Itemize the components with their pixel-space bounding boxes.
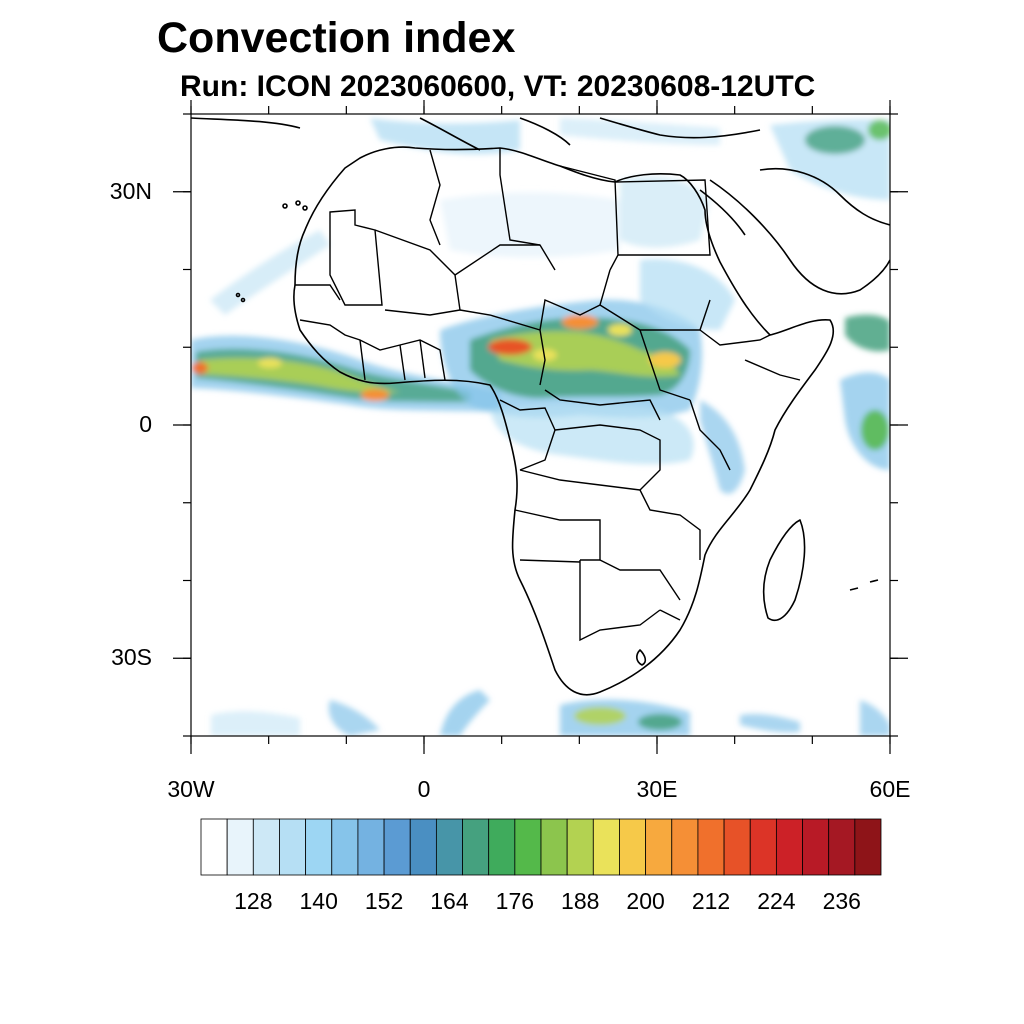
colorbar-swatch xyxy=(671,818,699,876)
colorbar-swatch xyxy=(828,818,856,876)
lat-tick-label: 0 xyxy=(139,411,152,437)
colorbar-swatch xyxy=(357,818,385,876)
colorbar-swatch xyxy=(279,818,307,876)
colorbar-swatch xyxy=(592,818,620,876)
colorbar-tick-label: 140 xyxy=(299,888,338,914)
country-borders xyxy=(295,148,801,642)
colorbar-swatch xyxy=(749,818,777,876)
lat-tick-label: 30S xyxy=(111,644,152,671)
colorbar-swatch xyxy=(802,818,830,876)
colorbar-swatch xyxy=(566,818,594,876)
colorbar-swatch xyxy=(723,818,751,876)
colorbar-swatch xyxy=(200,818,228,876)
colorbar-tick-label: 128 xyxy=(234,888,273,914)
colorbar-tick-label: 212 xyxy=(691,888,731,914)
colorbar-swatch xyxy=(854,818,882,876)
colorbar-swatch xyxy=(619,818,647,876)
colorbar-tick-label: 188 xyxy=(561,888,600,914)
colorbar-swatch xyxy=(697,818,725,876)
colorbar-swatch xyxy=(540,818,568,876)
colorbar-swatch xyxy=(252,818,280,876)
lon-tick-label: 60E xyxy=(869,776,911,802)
colorbar-swatch xyxy=(435,818,463,876)
colorbar-swatch xyxy=(383,818,411,876)
colorbar-tick-label: 200 xyxy=(626,888,665,914)
convection-field xyxy=(191,118,890,736)
colorbar-swatch xyxy=(305,818,333,876)
colorbar-swatch xyxy=(226,818,254,876)
chart-subtitle: Run: ICON 2023060600, VT: 20230608-12UTC xyxy=(180,70,816,103)
colorbar-swatch xyxy=(409,818,437,876)
colorbar-swatch xyxy=(514,818,542,876)
colorbar-tick-label: 224 xyxy=(757,888,796,914)
colorbar-tick-label: 164 xyxy=(430,888,469,914)
lon-tick-label: 30W xyxy=(167,776,215,802)
lon-tick-label: 30E xyxy=(636,776,678,802)
colorbar xyxy=(200,818,882,876)
colorbar-tick-label: 236 xyxy=(822,888,861,914)
colorbar-swatch xyxy=(331,818,359,876)
colorbar-swatch xyxy=(488,818,516,876)
lon-tick-label: 0 xyxy=(417,776,431,802)
colorbar-tick-label: 152 xyxy=(364,888,404,914)
colorbar-tick-label: 176 xyxy=(495,888,535,914)
coastlines xyxy=(191,117,890,696)
colorbar-swatch xyxy=(775,818,803,876)
map-plot-area xyxy=(191,114,890,736)
map-ticks xyxy=(173,100,908,754)
colorbar-swatch xyxy=(462,818,490,876)
lat-tick-label: 30N xyxy=(109,177,152,204)
colorbar-swatch xyxy=(645,818,673,876)
chart-title: Convection index xyxy=(157,14,516,62)
